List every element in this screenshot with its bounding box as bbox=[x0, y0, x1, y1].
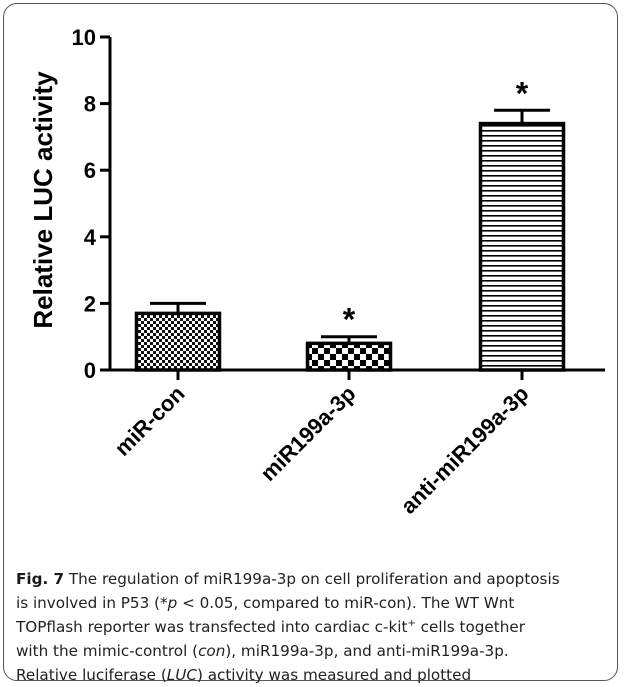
caption-line-3: TOPflash reporter was transfected into c… bbox=[16, 615, 612, 639]
bar-miR-con bbox=[134, 311, 222, 372]
caption-text: with the mimic-control ( bbox=[16, 642, 199, 660]
x-tick-label: miR-con bbox=[110, 381, 190, 461]
y-axis-label: Relative LUC activity bbox=[28, 71, 58, 329]
caption-text: The regulation of miR199a-3p on cell pro… bbox=[64, 570, 560, 588]
figure-caption: Fig. 7 The regulation of miR199a-3p on c… bbox=[16, 567, 612, 687]
significance-marker: * bbox=[516, 75, 529, 111]
y-tick-label: 2 bbox=[84, 291, 96, 316]
y-tick-label: 4 bbox=[84, 225, 97, 250]
caption-text: ), miR199a-3p, and anti-miR199a-3p. bbox=[225, 642, 509, 660]
y-tick-label: 6 bbox=[84, 158, 96, 183]
caption-text: TOPflash reporter was transfected into c… bbox=[16, 618, 408, 636]
caption-text: is involved in P53 (* bbox=[16, 594, 168, 612]
caption-line-1: Fig. 7 The regulation of miR199a-3p on c… bbox=[16, 567, 612, 591]
caption-line-5: Relative luciferase (LUC) activity was m… bbox=[16, 663, 612, 687]
caption-italic: con bbox=[198, 642, 226, 660]
caption-line-4: with the mimic-control (con), miR199a-3p… bbox=[16, 639, 612, 663]
caption-superscript: + bbox=[407, 617, 416, 629]
x-tick-label: miR199a-3p bbox=[256, 381, 361, 486]
caption-italic: LUC bbox=[166, 666, 197, 684]
caption-text: < 0.05, compared to miR-con). The WT Wnt bbox=[177, 594, 515, 612]
significance-marker: * bbox=[343, 302, 356, 338]
y-tick-label: 8 bbox=[84, 92, 96, 117]
caption-italic: p bbox=[167, 594, 178, 612]
caption-text: ) activity was measured and plotted bbox=[196, 666, 472, 684]
x-tick-label: anti-miR199a-3p bbox=[396, 381, 534, 519]
y-tick-label: 0 bbox=[84, 358, 96, 383]
caption-fig-label: Fig. 7 bbox=[16, 570, 65, 588]
caption-line-2: is involved in P53 (*p < 0.05, compared … bbox=[16, 591, 612, 615]
bar-anti-miR199a-3p bbox=[478, 121, 566, 372]
bar-miR199a-3p bbox=[305, 341, 393, 372]
y-tick-label: 10 bbox=[72, 25, 96, 50]
caption-text: Relative luciferase ( bbox=[16, 666, 167, 684]
caption-text: cells together bbox=[415, 618, 525, 636]
